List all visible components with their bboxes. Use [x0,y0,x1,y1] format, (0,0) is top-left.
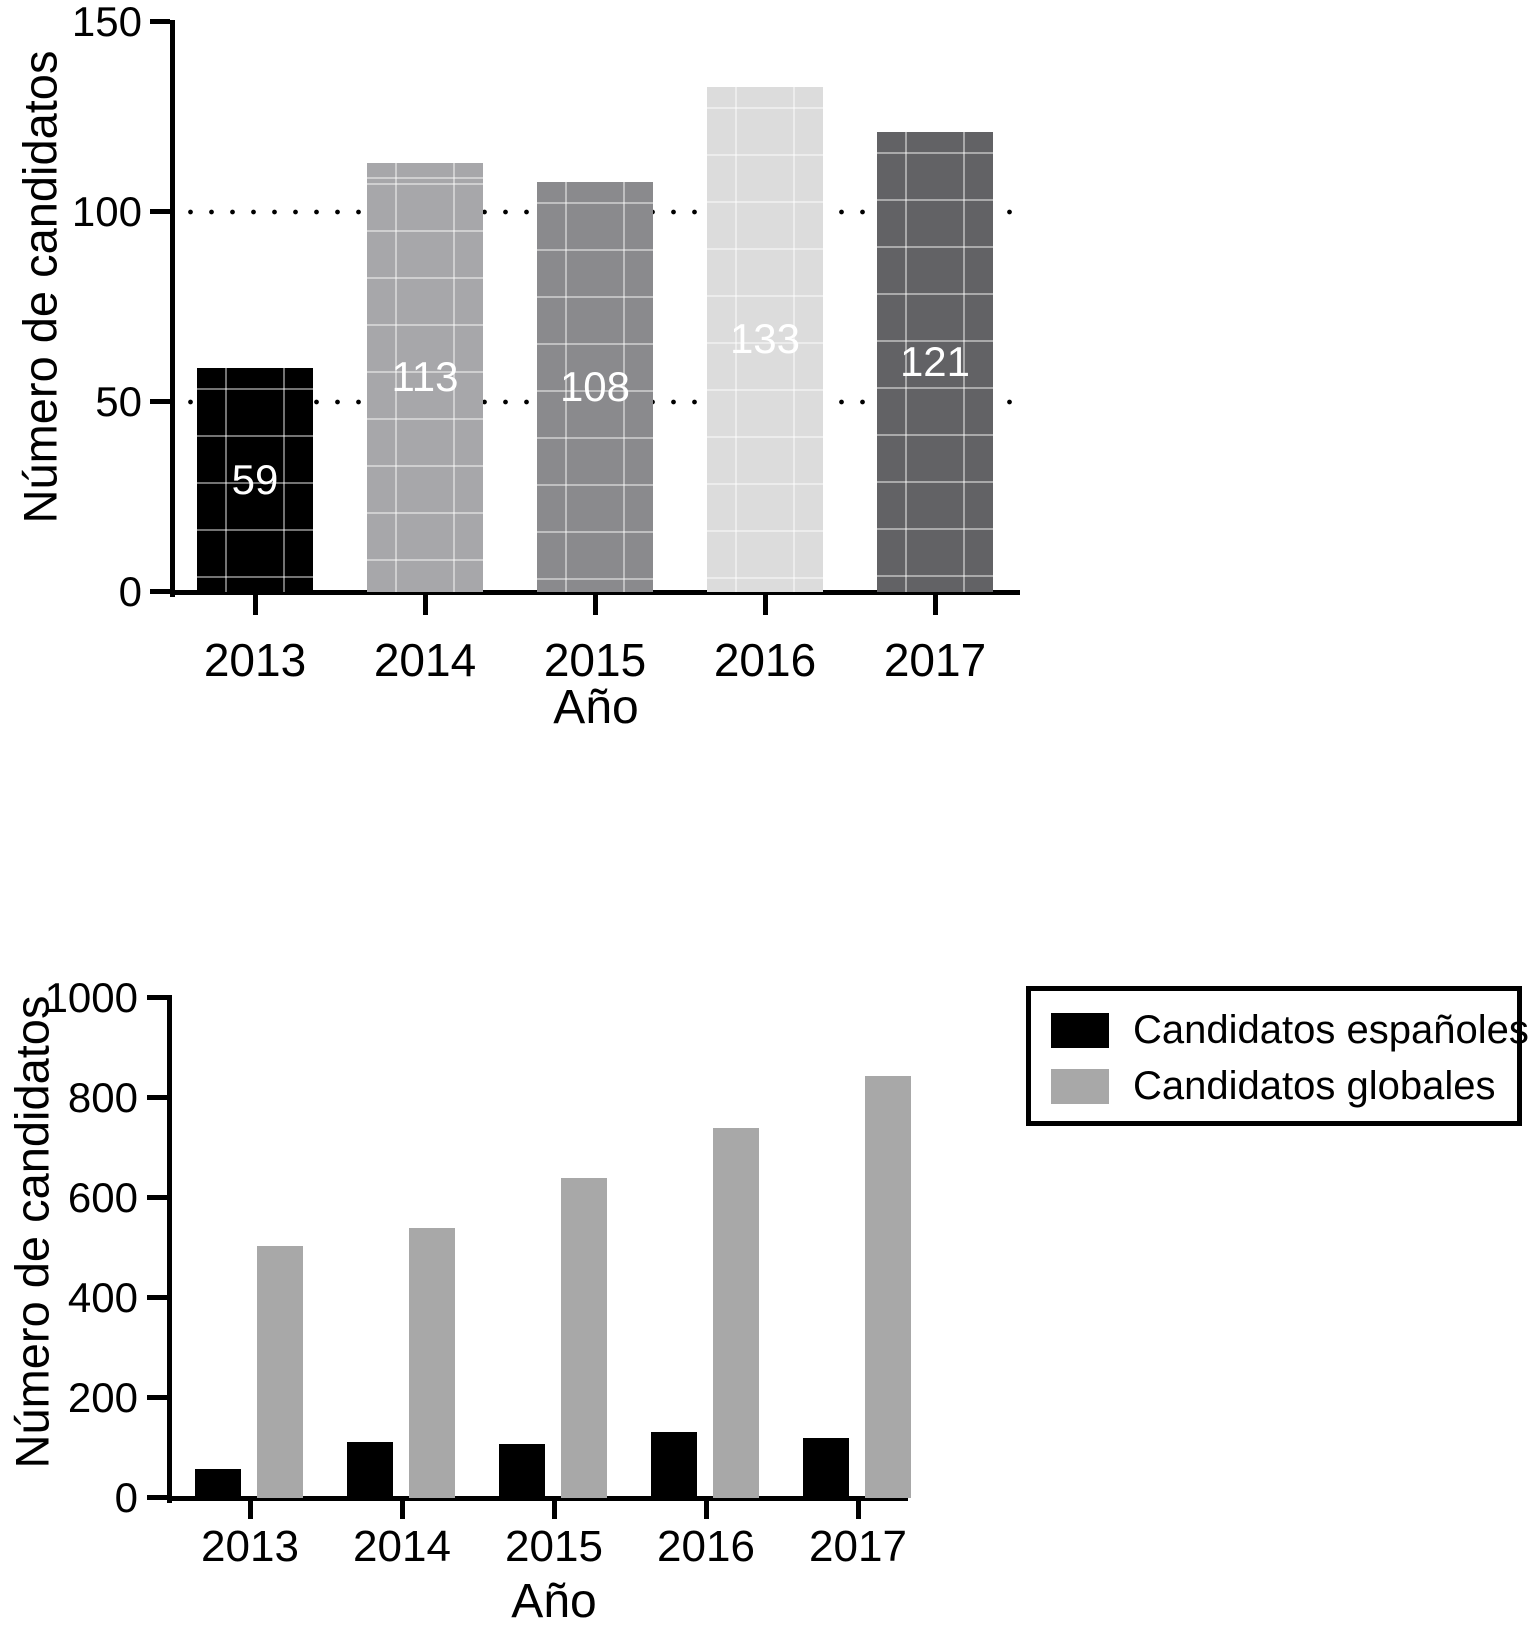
bar-value-label: 113 [391,353,459,401]
y-tick-label: 50 [95,378,142,425]
y-tick-label: 600 [67,1174,138,1221]
y-tick [147,1495,167,1500]
y-tick [147,1395,167,1400]
bar-2017 [877,132,993,592]
y-axis-line [167,995,172,1503]
x-tick [933,595,938,615]
y-tick-label: 400 [67,1274,138,1321]
x-tick-label: 2015 [543,634,647,686]
x-tick [423,595,428,615]
bar-2015-globales [561,1178,607,1498]
legend-item-globales: Candidatos globales [1051,1064,1495,1109]
y-tick [147,1295,167,1300]
bar-2016-espanoles [651,1431,697,1498]
bar-2017-espanoles [803,1437,849,1498]
bar-2014 [367,162,483,592]
x-axis-line [170,590,1020,595]
bar-value-label: 121 [899,338,971,386]
top-x-axis-title: Año [553,681,639,734]
bottom-y-axis-title: Número de candidatos [5,995,59,1469]
x-tick-label: 2014 [353,1522,451,1571]
legend-label: Candidatos españoles [1133,1008,1529,1052]
bar-2014-globales [409,1228,455,1498]
x-tick-label: 2013 [201,1522,299,1571]
x-tick-label: 2015 [505,1522,603,1571]
y-tick-label: 200 [67,1374,138,1421]
x-axis-line [167,1496,908,1501]
legend-swatch-gray [1051,1069,1109,1104]
bar-2016 [707,86,823,592]
bottom-x-axis-title: Año [511,1575,597,1628]
y-tick-label: 1000 [44,974,138,1021]
bar-2017-globales [865,1075,911,1498]
legend-swatch-black [1051,1013,1109,1048]
x-tick [400,1501,405,1519]
bar-2016-globales [713,1128,759,1498]
y-tick [147,1095,167,1100]
x-tick [763,595,768,615]
y-tick-label: 0 [114,1474,138,1521]
y-tick [150,399,170,404]
bar-2014-espanoles [347,1441,393,1498]
bar-2013-globales [257,1245,303,1498]
legend-label: Candidatos globales [1133,1064,1496,1108]
y-tick [147,1195,167,1200]
x-tick [552,1501,557,1519]
legend-item-espanoles: Candidatos españoles [1051,1008,1529,1053]
y-tick-label: 100 [71,188,142,235]
y-tick [150,209,170,214]
x-tick [704,1501,709,1519]
bar-2015 [537,181,653,592]
y-tick [150,589,170,594]
x-tick-label: 2016 [657,1522,755,1571]
y-tick-label: 800 [67,1074,138,1121]
y-tick-label: 150 [71,0,142,45]
y-tick [147,995,167,1000]
bar-2013 [197,367,313,592]
x-tick [856,1501,861,1519]
x-tick-label: 2017 [883,634,987,686]
x-tick-label: 2016 [713,634,817,686]
y-tick-label: 0 [118,568,142,615]
bar-value-label: 108 [559,362,631,410]
bar-value-label: 59 [231,455,279,503]
bar-value-label: 133 [729,315,801,363]
x-tick-label: 2013 [203,634,307,686]
x-tick [253,595,258,615]
y-tick [150,19,170,24]
x-tick [248,1501,253,1519]
bar-2013-espanoles [195,1468,241,1498]
bar-2015-espanoles [499,1444,545,1498]
legend-box: Candidatos españoles Candidatos globales [1026,986,1529,1126]
x-tick-label: 2017 [809,1522,907,1571]
x-tick [593,595,598,615]
y-axis-line [170,20,175,597]
x-tick-label: 2014 [373,634,477,686]
